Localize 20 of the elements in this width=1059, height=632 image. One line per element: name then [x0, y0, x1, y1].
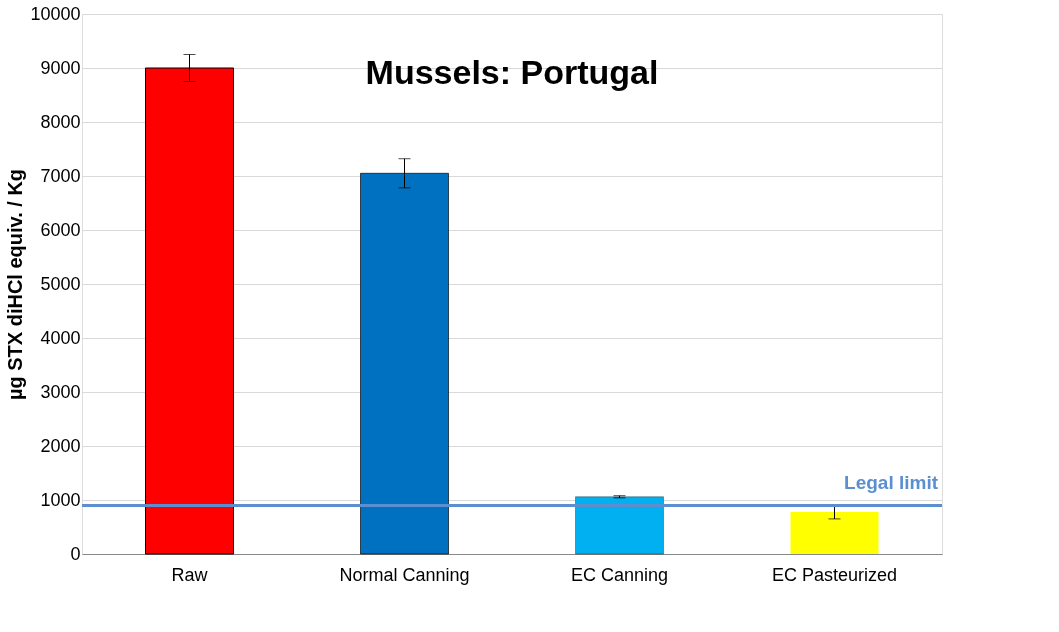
y-tick-label: 0 — [70, 543, 81, 564]
bar — [790, 511, 879, 554]
y-tick-label: 4000 — [40, 327, 81, 348]
y-tick-label: 2000 — [40, 435, 81, 456]
bar — [575, 496, 664, 555]
ref-line-label: Legal limit — [844, 472, 939, 494]
y-tick-label: 5000 — [40, 273, 81, 294]
y-tick-label: 6000 — [40, 219, 81, 240]
y-tick-label: 1000 — [40, 489, 81, 510]
text: Mussels: Portugal — [365, 53, 659, 91]
y-tick-label: 8000 — [40, 111, 81, 132]
y-axis-title: µg STX diHCl equiv. / Kg — [4, 168, 27, 401]
x-tick-label: EC Canning — [570, 564, 669, 585]
y-tick-label: 9000 — [40, 57, 81, 78]
x-tick-label: Normal Canning — [339, 564, 470, 585]
y-tick-label: 7000 — [40, 165, 81, 186]
x-tick-label: EC Pasteurized — [771, 564, 898, 585]
y-tick-label: 10000 — [30, 3, 81, 24]
y-tick-label: 3000 — [40, 381, 81, 402]
x-tick-label: Raw — [171, 564, 209, 585]
